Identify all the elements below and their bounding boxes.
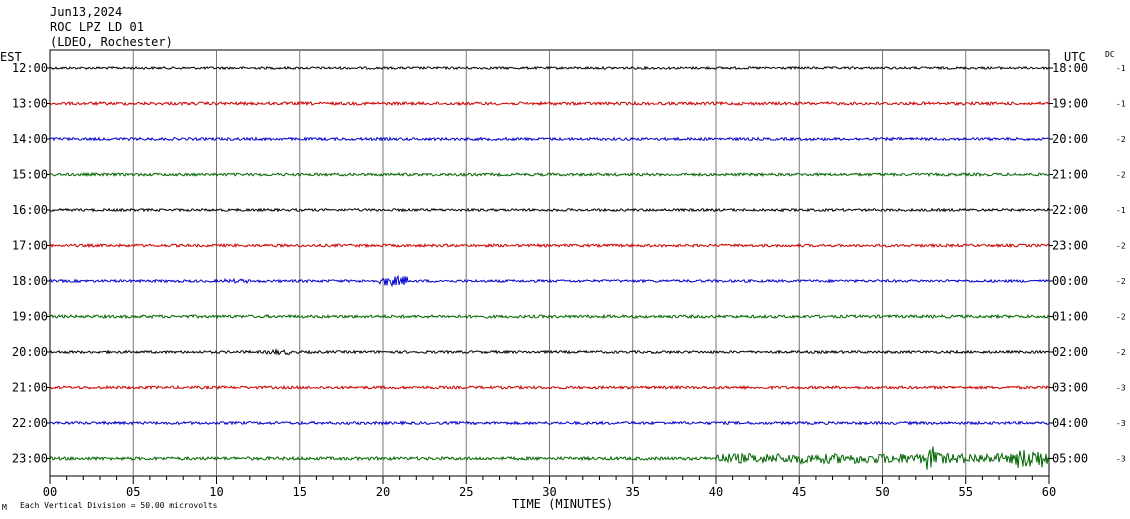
dc-offset-value: -2 bbox=[1116, 348, 1126, 357]
est-label: 16:00 bbox=[12, 203, 48, 217]
trace-2300 bbox=[49, 446, 1050, 470]
utc-label: 18:00 bbox=[1052, 61, 1088, 75]
vertical-scale-note: Each Vertical Division = 50.00 microvolt… bbox=[20, 501, 218, 510]
trace-1200 bbox=[49, 65, 1050, 71]
est-label: 14:00 bbox=[12, 132, 48, 146]
utc-label: 20:00 bbox=[1052, 132, 1088, 146]
est-label: 20:00 bbox=[12, 345, 48, 359]
dc-offset-value: -2 bbox=[1116, 171, 1126, 180]
est-label: 15:00 bbox=[12, 168, 48, 182]
x-tick-label-40: 40 bbox=[709, 485, 723, 499]
utc-label: 02:00 bbox=[1052, 345, 1088, 359]
trace-2100 bbox=[49, 384, 1050, 391]
x-tick-label-20: 20 bbox=[376, 485, 390, 499]
utc-label: 00:00 bbox=[1052, 274, 1088, 288]
x-tick-label-25: 25 bbox=[459, 485, 473, 499]
x-tick-label-00: 00 bbox=[43, 485, 57, 499]
x-tick-label-10: 10 bbox=[209, 485, 223, 499]
x-axis-ticks: 00 05 10 15 20 25 30 35 40 45 50 55 60 bbox=[43, 476, 1056, 499]
trace-1800 bbox=[49, 274, 1050, 288]
utc-label: 05:00 bbox=[1052, 452, 1088, 466]
utc-label: 23:00 bbox=[1052, 239, 1088, 253]
trace-1400 bbox=[49, 136, 1050, 142]
trace-2200 bbox=[49, 420, 1050, 426]
dc-offset-value: -3 bbox=[1116, 455, 1126, 464]
trace-1300 bbox=[49, 100, 1050, 107]
est-label: 22:00 bbox=[12, 416, 48, 430]
network-name: (LDEO, Rochester) bbox=[50, 35, 173, 49]
dc-offset-value: -2 bbox=[1116, 277, 1126, 286]
x-tick-label-30: 30 bbox=[542, 485, 556, 499]
x-tick-label-55: 55 bbox=[959, 485, 973, 499]
x-tick-label-50: 50 bbox=[875, 485, 889, 499]
left-timezone-label: EST bbox=[0, 50, 22, 64]
dc-offset-value: -3 bbox=[1116, 419, 1126, 428]
trace-1500 bbox=[49, 171, 1050, 178]
trace-1700 bbox=[49, 242, 1050, 249]
utc-label: 03:00 bbox=[1052, 381, 1088, 395]
utc-label: 01:00 bbox=[1052, 310, 1088, 324]
minute-gridlines bbox=[132, 50, 967, 476]
station-code: ROC LPZ LD 01 bbox=[50, 20, 144, 34]
x-tick-label-60: 60 bbox=[1042, 485, 1056, 499]
x-tick-label-35: 35 bbox=[626, 485, 640, 499]
utc-label: 19:00 bbox=[1052, 97, 1088, 111]
seismic-traces bbox=[49, 65, 1050, 470]
trace-2000 bbox=[49, 347, 1050, 356]
utc-label: 22:00 bbox=[1052, 203, 1088, 217]
utc-label: 04:00 bbox=[1052, 416, 1088, 430]
right-timezone-label: UTC bbox=[1064, 50, 1086, 64]
dc-offset-value: -1 bbox=[1116, 100, 1126, 109]
x-tick-label-45: 45 bbox=[792, 485, 806, 499]
est-label: 12:00 bbox=[12, 61, 48, 75]
dc-offset-header: DC bbox=[1105, 50, 1115, 59]
record-date: Jun13,2024 bbox=[50, 5, 122, 19]
est-label: 23:00 bbox=[12, 452, 48, 466]
dc-offset-value: -2 bbox=[1116, 313, 1126, 322]
corner-mark: M bbox=[2, 503, 7, 512]
utc-label: 21:00 bbox=[1052, 168, 1088, 182]
hour-row-labels: 12:00 18:00 -1 13:00 19:00 -1 14:00 20:00 -2 15:0… bbox=[12, 61, 1126, 466]
est-label: 21:00 bbox=[12, 381, 48, 395]
x-tick-label-05: 05 bbox=[126, 485, 140, 499]
trace-1600 bbox=[49, 207, 1050, 213]
est-label: 18:00 bbox=[12, 274, 48, 288]
est-label: 13:00 bbox=[12, 97, 48, 111]
dc-offset-value: -2 bbox=[1116, 242, 1126, 251]
x-tick-label-15: 15 bbox=[293, 485, 307, 499]
x-axis-title: TIME (MINUTES) bbox=[512, 497, 613, 511]
est-label: 17:00 bbox=[12, 239, 48, 253]
est-label: 19:00 bbox=[12, 310, 48, 324]
dc-offset-value: -2 bbox=[1116, 135, 1126, 144]
dc-offset-value: -3 bbox=[1116, 384, 1126, 393]
trace-1900 bbox=[49, 313, 1050, 320]
dc-offset-value: -1 bbox=[1116, 64, 1126, 73]
dc-offset-value: -1 bbox=[1116, 206, 1126, 215]
